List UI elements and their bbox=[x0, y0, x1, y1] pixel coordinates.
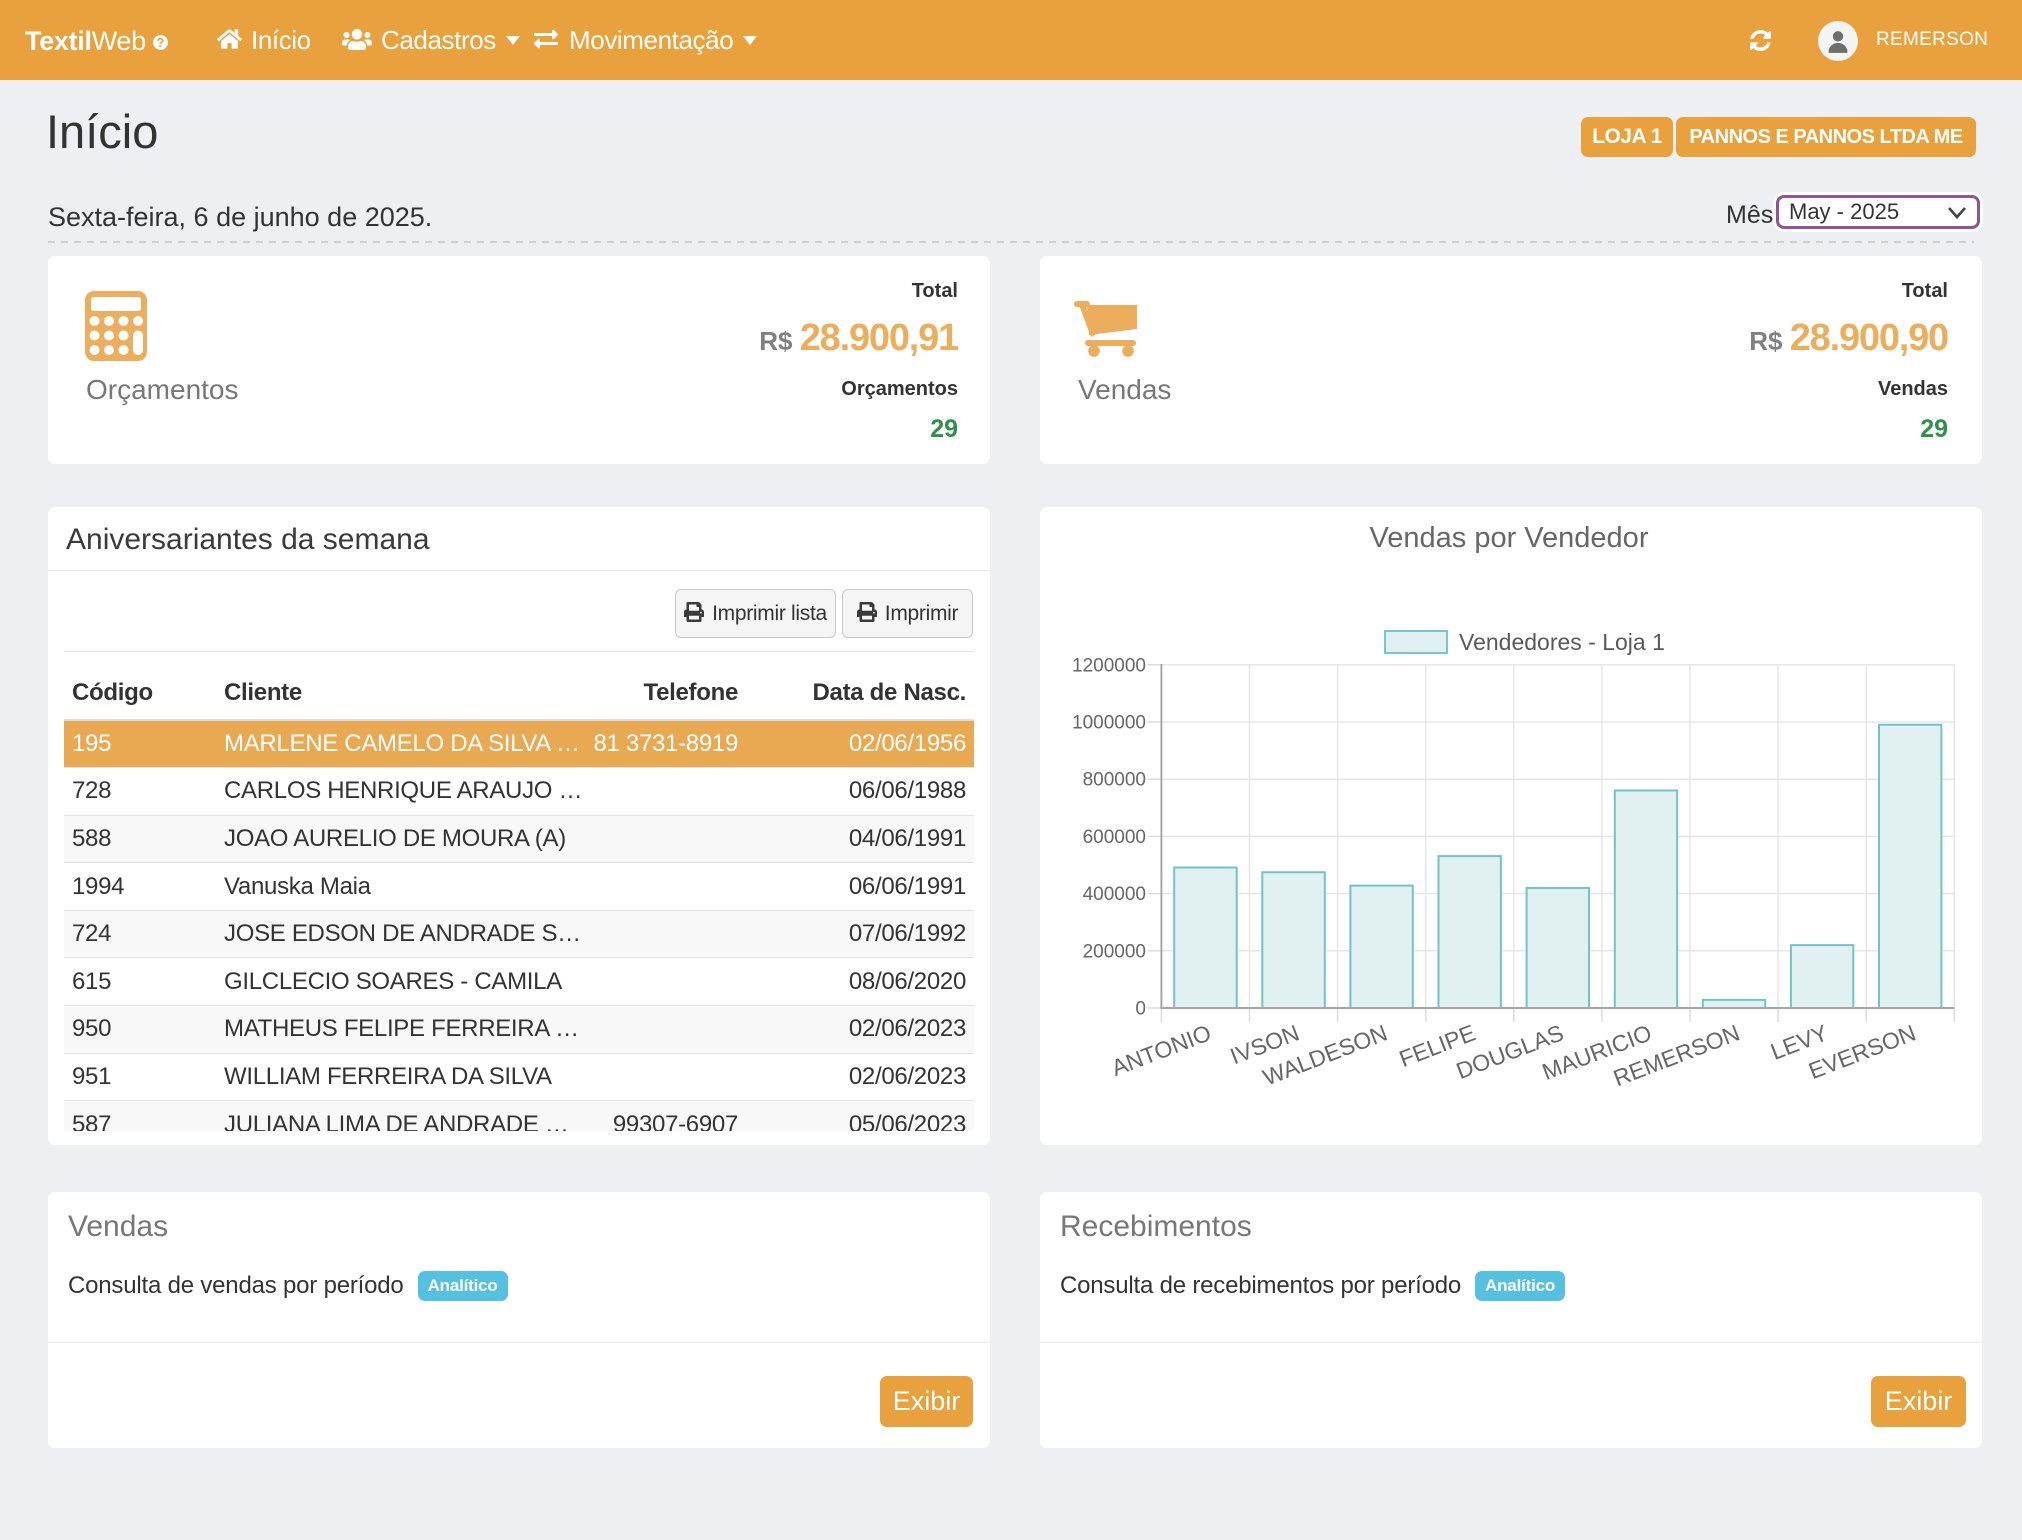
svg-text:Vendedores - Loja 1: Vendedores - Loja 1 bbox=[1459, 629, 1665, 655]
svg-text:ANTONIO: ANTONIO bbox=[1108, 1019, 1215, 1081]
svg-text:200000: 200000 bbox=[1083, 941, 1146, 962]
svg-text:400000: 400000 bbox=[1083, 884, 1146, 905]
svg-text:1200000: 1200000 bbox=[1072, 655, 1146, 676]
svg-text:800000: 800000 bbox=[1083, 770, 1146, 791]
svg-text:1000000: 1000000 bbox=[1072, 713, 1146, 734]
svg-text:0: 0 bbox=[1135, 999, 1146, 1020]
svg-text:Vendas por Vendedor: Vendas por Vendedor bbox=[1370, 522, 1649, 554]
svg-text:600000: 600000 bbox=[1083, 827, 1146, 848]
